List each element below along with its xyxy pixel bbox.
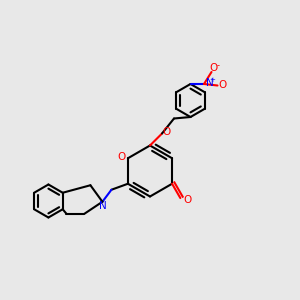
Text: N: N	[206, 78, 214, 88]
Text: O: O	[219, 80, 227, 91]
Text: O: O	[118, 152, 126, 162]
Text: +: +	[209, 77, 215, 83]
Text: N: N	[98, 201, 106, 211]
Text: O: O	[209, 63, 217, 74]
Text: O: O	[184, 194, 192, 205]
Text: O: O	[162, 127, 171, 137]
Text: -: -	[217, 61, 220, 70]
